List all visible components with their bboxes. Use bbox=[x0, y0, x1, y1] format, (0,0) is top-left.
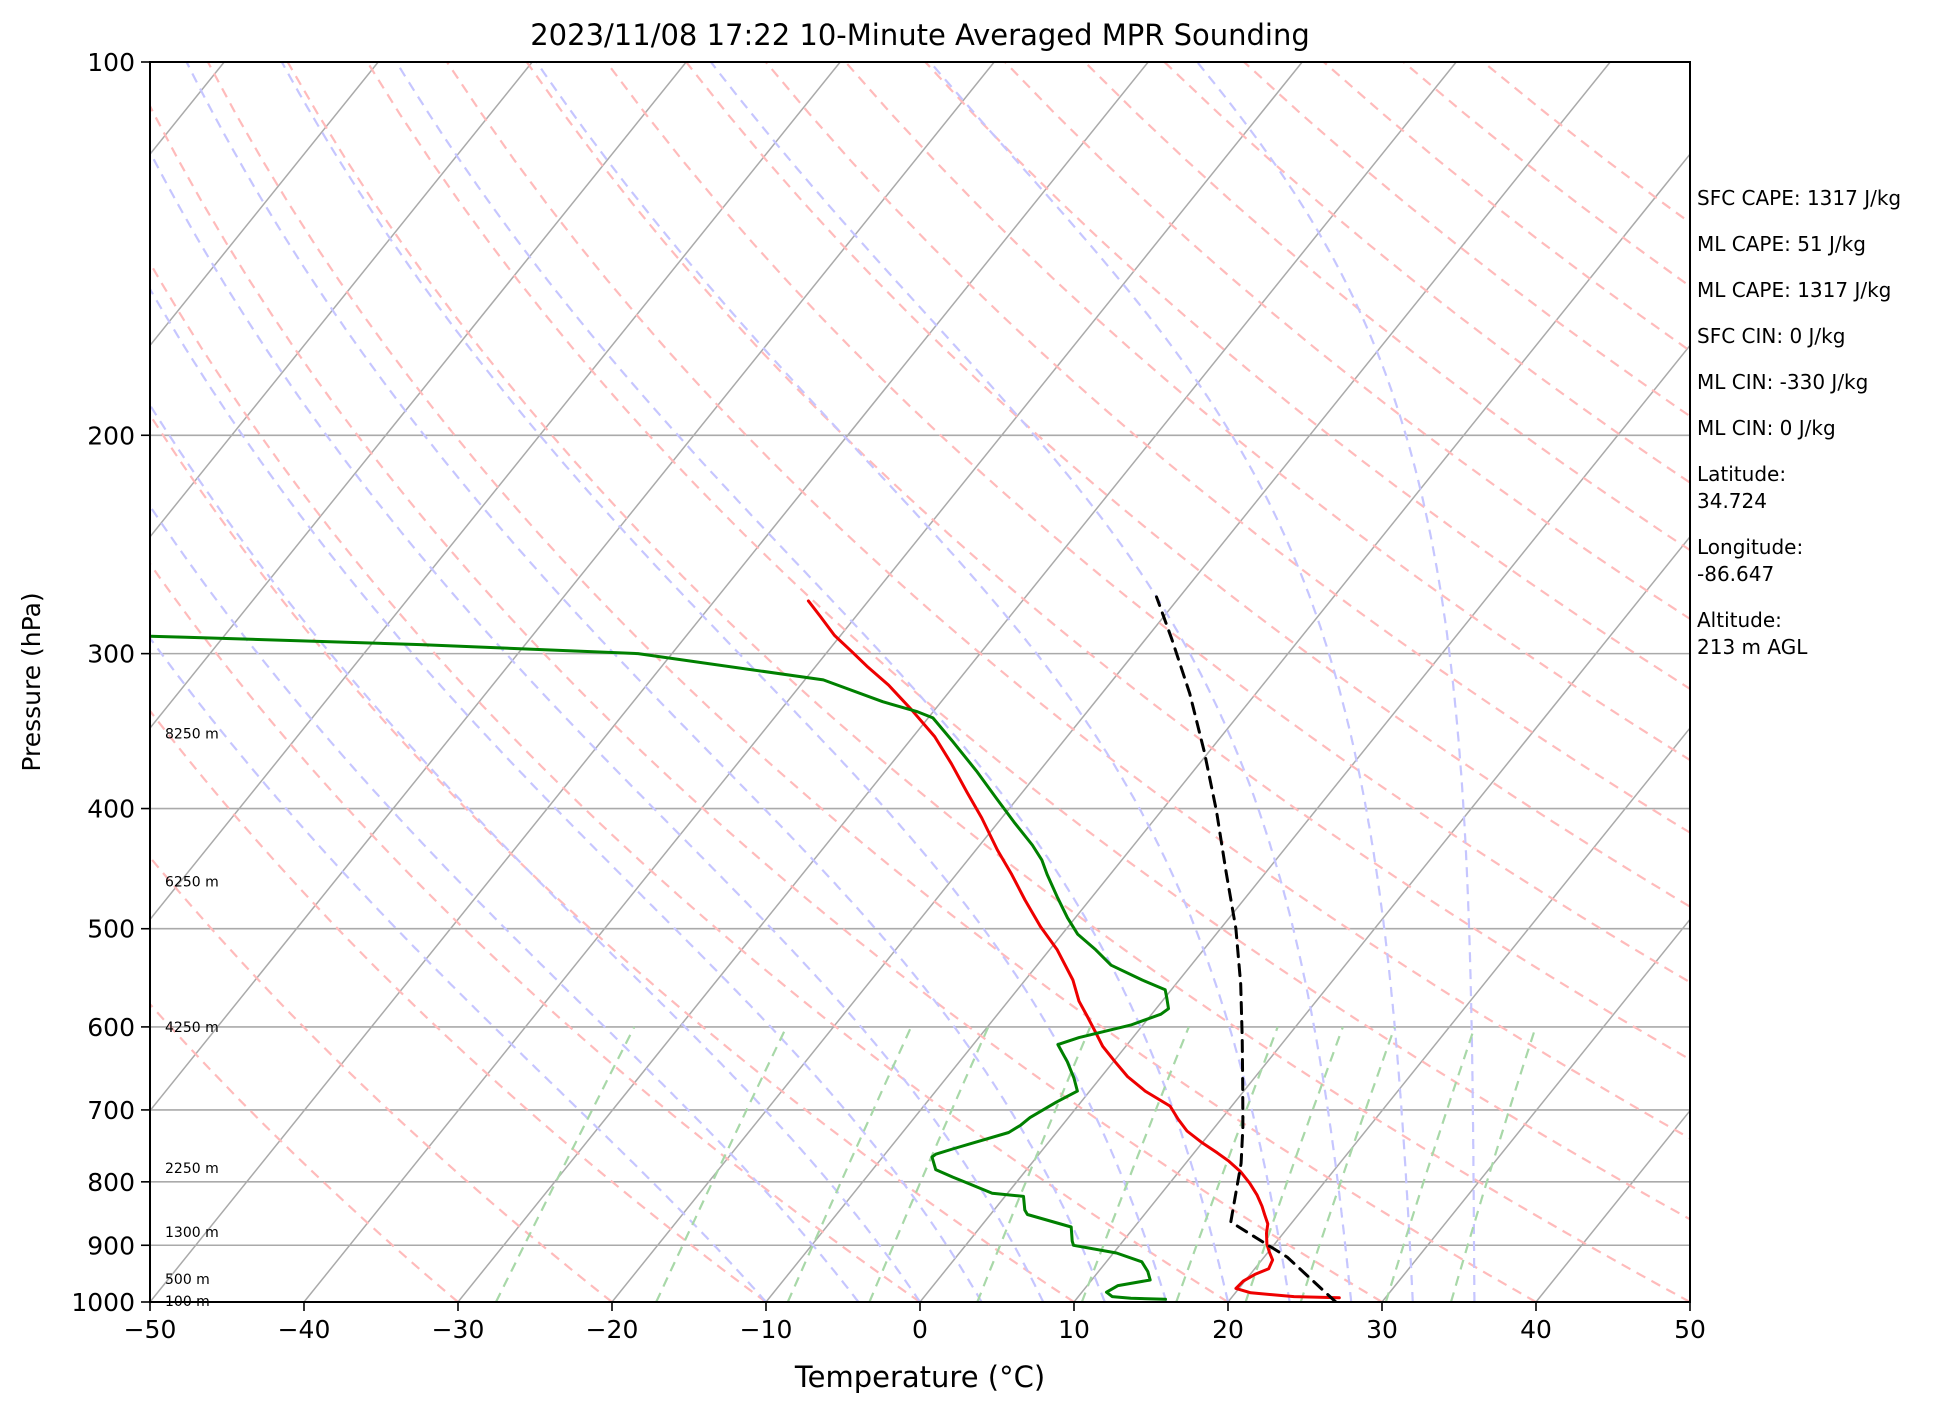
height-label: 6250 m bbox=[165, 874, 219, 890]
isotherm-line bbox=[150, 62, 841, 921]
dry-adiabat-line bbox=[844, 62, 1690, 762]
dry-adiabat-line bbox=[150, 561, 921, 1302]
x-axis-ticks: −50 −40 −30 −20 −10 0 10 20 30 40 50 bbox=[124, 1302, 1706, 1344]
isotherm-line bbox=[150, 62, 687, 730]
dry-adiabat-line bbox=[286, 62, 1690, 1302]
y-tick-label: 1000 bbox=[71, 1288, 135, 1317]
longitude-text: Longitude: -86.647 bbox=[1697, 535, 1804, 586]
moist-adiabat-line bbox=[710, 62, 1353, 1302]
y-tick-label: 900 bbox=[87, 1231, 135, 1260]
y-tick-label: 300 bbox=[87, 640, 135, 669]
mixing-ratio-line bbox=[1080, 1026, 1190, 1302]
mixing-ratio-line bbox=[1384, 1026, 1476, 1302]
dry-adiabat-line bbox=[150, 103, 1383, 1302]
x-tick-label: 20 bbox=[1212, 1315, 1244, 1344]
dry-adiabat-line bbox=[924, 62, 1690, 691]
height-label: 2250 m bbox=[165, 1161, 219, 1177]
profile-lines bbox=[150, 595, 1341, 1302]
y-tick-label: 600 bbox=[87, 1013, 135, 1042]
mixing-ratio-line bbox=[786, 1026, 913, 1302]
isotherm-line bbox=[611, 62, 1611, 1302]
mixing-ratio-line bbox=[1449, 1026, 1537, 1302]
ml-cape-text-2: ML CAPE: 1317 J/kg bbox=[1697, 278, 1892, 302]
moist-adiabat-line bbox=[150, 636, 767, 1302]
ml-cin-text-2: ML CIN: 0 J/kg bbox=[1697, 416, 1836, 440]
height-label: 1300 m bbox=[165, 1225, 219, 1241]
mixing-ratio-line bbox=[868, 1026, 990, 1302]
temperature-profile-line bbox=[806, 599, 1341, 1300]
x-tick-label: 50 bbox=[1674, 1315, 1706, 1344]
parcel-profile-line bbox=[1155, 595, 1338, 1302]
y-axis-label: Pressure (hPa) bbox=[17, 592, 46, 771]
y-tick-label: 800 bbox=[87, 1168, 135, 1197]
x-tick-label: 0 bbox=[912, 1315, 928, 1344]
moist-adiabat-line bbox=[280, 62, 1168, 1302]
moist-adiabat-line bbox=[929, 62, 1414, 1302]
isotherm-line bbox=[150, 62, 379, 347]
dry-adiabat-line bbox=[150, 260, 1229, 1302]
moist-adiabat-line bbox=[395, 62, 1230, 1302]
x-tick-label: −40 bbox=[278, 1315, 331, 1344]
moist-adiabat-line bbox=[150, 403, 921, 1302]
dry-adiabat-line bbox=[605, 62, 1690, 984]
y-tick-label: 500 bbox=[87, 915, 135, 944]
x-tick-label: −50 bbox=[124, 1315, 177, 1344]
chart-title: 2023/11/08 17:22 10-Minute Averaged MPR … bbox=[530, 18, 1310, 52]
sfc-cin-text: SFC CIN: 0 J/kg bbox=[1697, 324, 1846, 348]
mixing-ratio-line bbox=[1299, 1026, 1396, 1302]
moist-adiabat-line bbox=[150, 287, 983, 1302]
moist-adiabat-line bbox=[1196, 62, 1476, 1302]
isotherm-line bbox=[303, 62, 1303, 1302]
mixing-ratio-line bbox=[495, 1026, 636, 1302]
latitude-text: Latitude: 34.724 bbox=[1697, 462, 1787, 513]
mixing-ratio-line bbox=[1175, 1026, 1279, 1302]
x-tick-label: −20 bbox=[586, 1315, 639, 1344]
sounding-parameters-panel: SFC CAPE: 1317 J/kg ML CAPE: 51 J/kg ML … bbox=[1697, 185, 1932, 680]
moist-adiabat-line bbox=[535, 62, 1291, 1302]
x-tick-label: 40 bbox=[1520, 1315, 1552, 1344]
y-axis-ticks: 100 200 300 400 500 600 700 800 900 1000 bbox=[71, 48, 150, 1317]
dry-adiabat-line bbox=[366, 62, 1690, 1221]
isotherm-line bbox=[1381, 918, 1690, 1302]
dry-adiabat-line bbox=[685, 62, 1690, 908]
moist-adiabat-line bbox=[150, 504, 860, 1302]
ml-cape-text: ML CAPE: 51 J/kg bbox=[1697, 232, 1866, 256]
isotherm-line bbox=[1073, 535, 1690, 1302]
isotherm-line bbox=[150, 62, 995, 1112]
isotherm-line bbox=[150, 62, 1149, 1302]
mixing-ratio-line bbox=[655, 1026, 788, 1302]
isotherm-line bbox=[1227, 726, 1690, 1302]
isotherm-line bbox=[457, 62, 1457, 1302]
isotherm-line bbox=[150, 62, 533, 538]
x-tick-label: −10 bbox=[740, 1315, 793, 1344]
dry-adiabat-line bbox=[525, 62, 1690, 1061]
height-label: 500 m bbox=[165, 1272, 210, 1288]
ml-cin-text: ML CIN: -330 J/kg bbox=[1697, 370, 1869, 394]
y-tick-label: 100 bbox=[87, 48, 135, 77]
x-tick-label: 10 bbox=[1058, 1315, 1090, 1344]
height-label: 8250 m bbox=[165, 727, 219, 743]
dry-adiabat-line bbox=[150, 855, 613, 1302]
moist-adiabat-line bbox=[185, 62, 1106, 1302]
moist-adiabat-line bbox=[150, 149, 1045, 1302]
dewpoint-profile-line bbox=[150, 634, 1170, 1301]
dry-adiabat-line bbox=[206, 62, 1537, 1302]
altitude-text: Altitude: 213 m AGL bbox=[1697, 608, 1808, 659]
x-tick-label: 30 bbox=[1366, 1315, 1398, 1344]
y-tick-label: 700 bbox=[87, 1096, 135, 1125]
y-tick-label: 400 bbox=[87, 795, 135, 824]
dry-adiabat-line bbox=[150, 709, 767, 1302]
x-axis-label: Temperature (°C) bbox=[794, 1360, 1045, 1394]
x-tick-label: −30 bbox=[432, 1315, 485, 1344]
isotherm-line bbox=[765, 152, 1690, 1302]
sfc-cape-text: SFC CAPE: 1317 J/kg bbox=[1697, 186, 1902, 210]
dry-adiabat-line bbox=[150, 412, 1075, 1302]
height-label: 4250 m bbox=[165, 1020, 219, 1036]
mixing-ratio-line bbox=[976, 1026, 1092, 1302]
reference-lines bbox=[150, 62, 1690, 1302]
mixing-ratio-line bbox=[1244, 1026, 1344, 1302]
y-tick-label: 200 bbox=[87, 421, 135, 450]
